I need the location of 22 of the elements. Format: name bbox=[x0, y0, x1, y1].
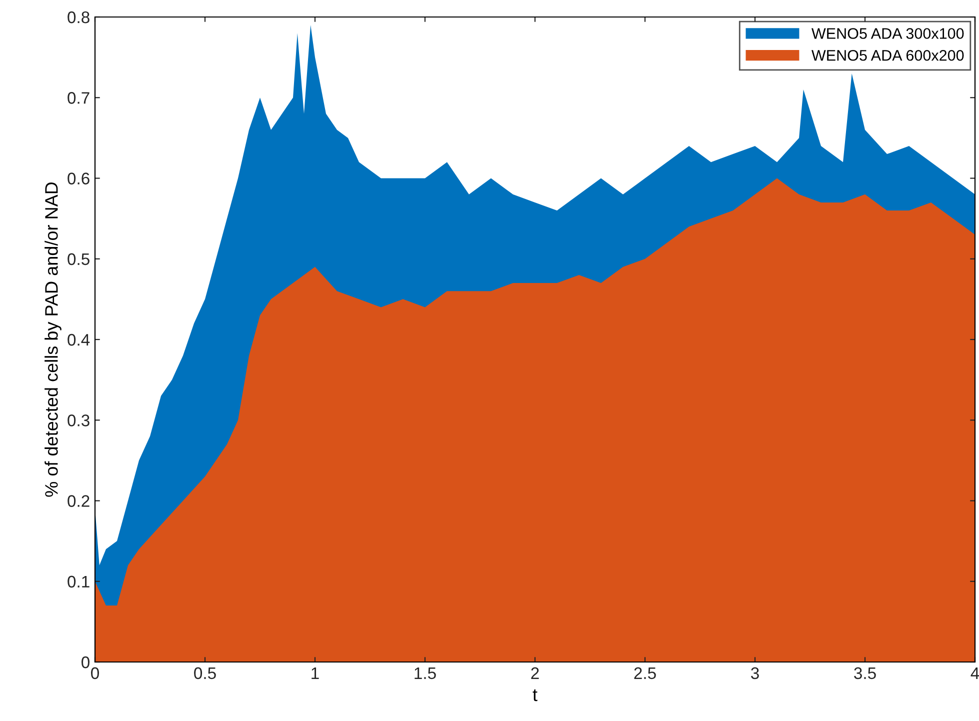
x-tick-label: 0.5 bbox=[194, 667, 216, 680]
x-axis-title: t bbox=[532, 689, 538, 702]
legend-label: WENO5 ADA 600x200 bbox=[812, 50, 964, 61]
y-tick-label: 0.1 bbox=[68, 576, 90, 588]
y-tick-label: 0.5 bbox=[68, 253, 90, 266]
x-tick-label: 1 bbox=[312, 667, 319, 679]
x-tick-label: 1.5 bbox=[414, 667, 436, 680]
y-tick-label: 0.4 bbox=[68, 334, 90, 346]
y-tick-label: 0.7 bbox=[68, 92, 90, 104]
y-axis-title: % of detected cells by PAD and/or NAD bbox=[44, 182, 62, 497]
y-tick-label: 0.3 bbox=[68, 414, 90, 426]
y-tick-label: 0.2 bbox=[68, 495, 90, 507]
legend-label: WENO5 ADA 300x100 bbox=[812, 28, 964, 39]
x-tick-label: 3.5 bbox=[854, 667, 876, 680]
x-tick-label: 2 bbox=[531, 667, 539, 679]
x-tick-label: 0 bbox=[91, 667, 99, 680]
x-tick-label: 4 bbox=[970, 667, 979, 679]
y-tick-label: 0.8 bbox=[68, 11, 90, 24]
y-tick-label: 0 bbox=[82, 656, 90, 668]
x-tick-label: 2.5 bbox=[634, 667, 656, 680]
y-tick-label: 0.6 bbox=[68, 172, 90, 184]
x-tick-label: 3 bbox=[751, 667, 759, 680]
